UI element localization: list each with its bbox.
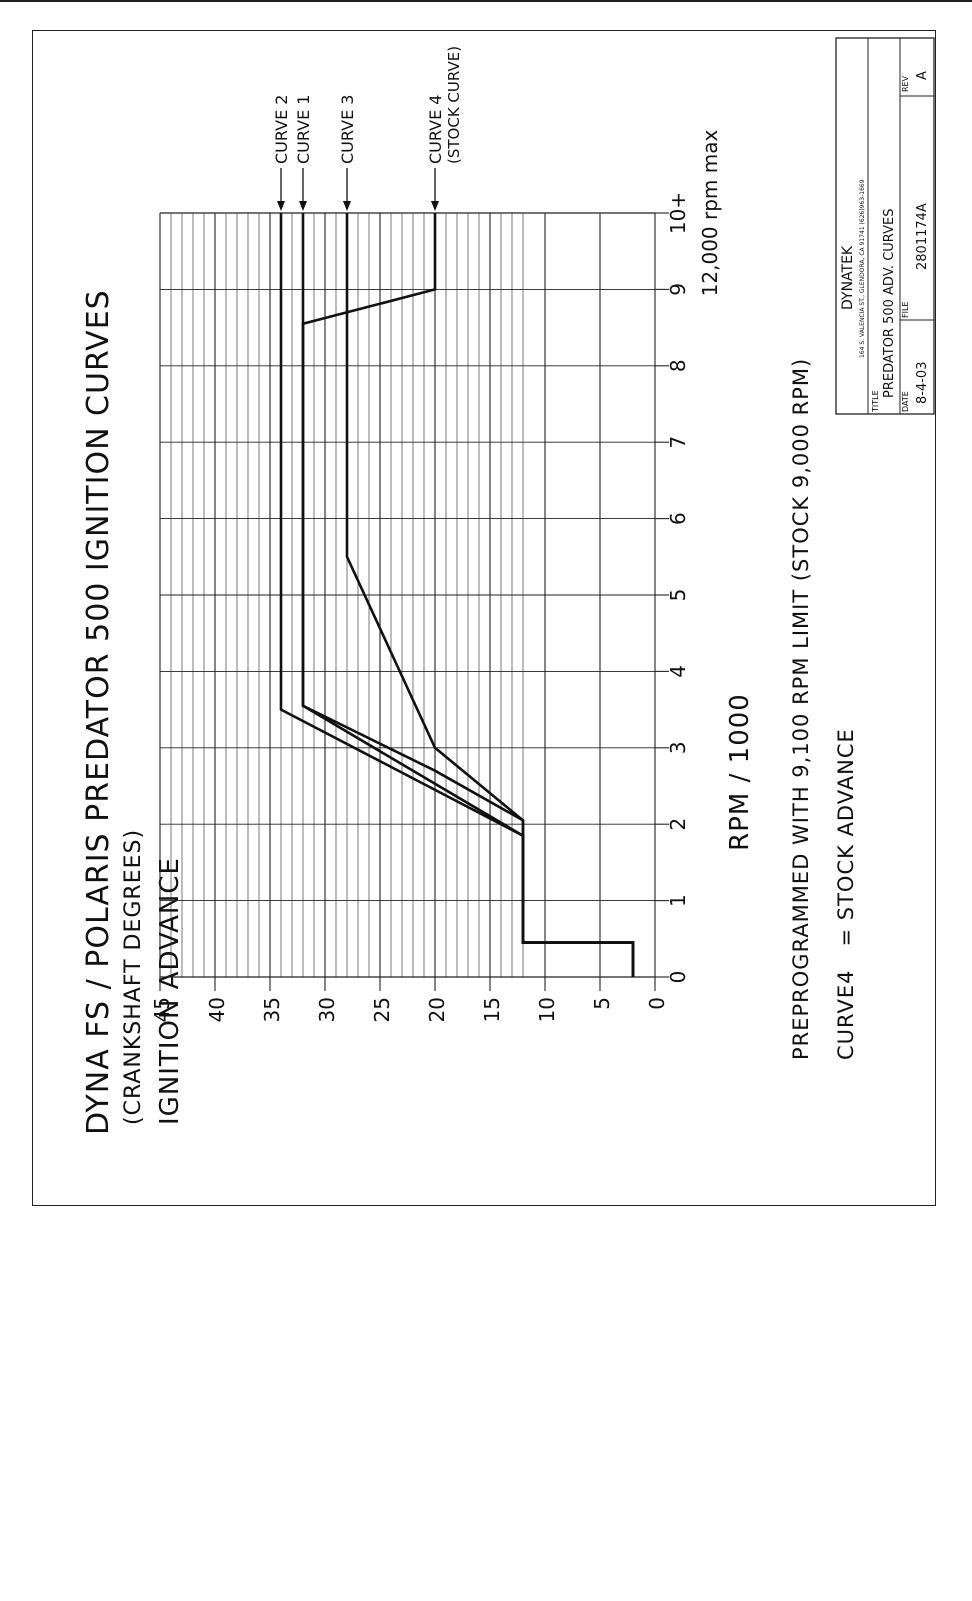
y-axis-label-line2: (CRANKSHAFT DEGREES) [121,829,146,1125]
x-tick-label: 0 [666,971,690,984]
x-tick-label: 9 [666,283,690,296]
y-tick-label: 5 [590,997,614,1010]
drawing-frame [32,30,936,1206]
series-label: CURVE 1 [294,95,313,164]
x-tick-label: 10+ [666,192,690,234]
x-axis-label: RPM / 1000 [725,693,755,851]
note-rpm-limit: PREPROGRAMMED WITH 9,100 RPM LIMIT (STOC… [789,358,813,1060]
grid-lines [159,212,656,978]
series-label: CURVE 4 [426,95,445,164]
x-tick-label: 3 [666,741,690,754]
series-label: CURVE 2 [272,95,291,164]
file-label: FILE [901,302,910,318]
x-tick-label: 8 [666,359,690,372]
y-tick-label: 15 [480,997,504,1022]
x-tick-note: 12,000 rpm max [698,130,722,297]
y-tick-label: 30 [315,997,339,1022]
drawing-title-value: PREDATOR 500 ADV. CURVES [882,209,897,398]
note-stock-advance: CURVE4 = STOCK ADVANCE [834,728,858,1060]
series-callout-arrow [299,201,307,211]
y-tick-label: 20 [425,997,449,1022]
file-value: 2801174A [915,203,930,270]
top-border-line [0,0,972,2]
x-tick-label: 1 [666,894,690,907]
y-tick-label: 0 [645,997,669,1010]
chart-title: DYNA FS / POLARIS PREDATOR 500 IGNITION … [81,289,116,1135]
company-name: DYNATEK [840,245,856,310]
x-tick-label: 6 [666,512,690,525]
y-tick-label: 10 [535,997,559,1022]
rev-label: REV [901,75,910,92]
series-label: CURVE 3 [338,95,357,164]
series-callout-arrow [277,201,285,211]
series-callout-arrow [431,201,439,211]
date-value: 8-4-03 [915,362,930,404]
y-tick-label: 40 [205,997,229,1022]
x-tick-label: 2 [666,818,690,831]
series-sublabel: (STOCK CURVE) [445,46,463,164]
rev-value: A [915,71,930,80]
x-tick-label: 7 [666,436,690,449]
series-callout-arrow [343,201,351,211]
title-block: DYNATEK 164 S. VALENCIA ST., GLENDORA, C… [835,37,935,415]
y-tick-label: 25 [370,997,394,1022]
company-address: 164 S. VALENCIA ST., GLENDORA, CA 91741 … [859,179,866,358]
series-line-curve-4 [301,213,635,977]
title-label: TITLE [871,390,880,413]
y-tick-label: 45 [150,997,174,1022]
x-tick-label: 4 [666,665,690,678]
y-tick-label: 35 [260,997,284,1022]
date-label: DATE [901,391,910,412]
x-tick-label: 5 [666,589,690,602]
